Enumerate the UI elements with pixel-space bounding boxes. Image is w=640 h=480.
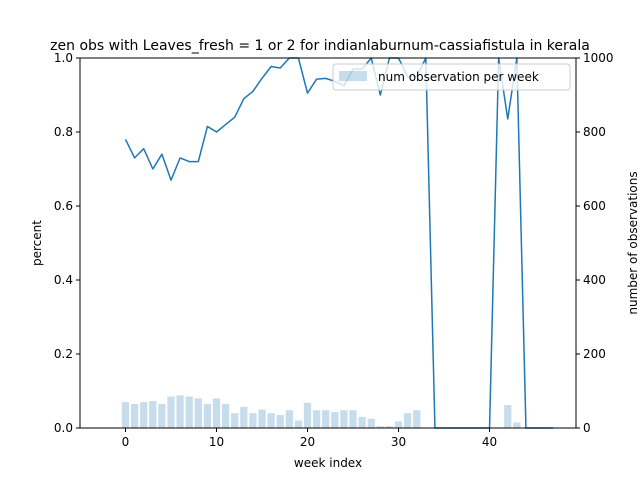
bar [158, 403, 166, 428]
y-right-tick-label: 200 [583, 347, 606, 361]
y-left-tick-label: 0.2 [54, 347, 73, 361]
bar [203, 403, 212, 428]
bar [149, 400, 157, 428]
y-left-tick-label: 0.4 [54, 273, 73, 287]
y-right-tick-label: 1000 [583, 51, 614, 65]
y-right-tick-label: 0 [583, 421, 591, 435]
legend-frame [332, 63, 571, 91]
bar [231, 413, 239, 428]
bar [140, 402, 148, 428]
bar [358, 416, 366, 428]
x-tick-label: 20 [300, 435, 315, 449]
bar-series [121, 395, 521, 428]
bar [249, 413, 257, 428]
legend-swatch [339, 71, 367, 81]
bar [340, 410, 348, 428]
line-percent [124, 57, 554, 429]
bar [403, 413, 412, 428]
y-left-tick-label: 1.0 [54, 51, 73, 65]
x-tick-label: 10 [209, 435, 224, 449]
legend-label: num observation per week [378, 70, 539, 84]
bar [167, 396, 175, 428]
bar [221, 403, 230, 428]
bar [212, 398, 221, 428]
bar [394, 421, 403, 428]
ticks: 0 10 20 30 40 0.0 0.2 0.4 0.6 0.8 1.0 0 200 400 600 800… [54, 51, 614, 449]
y-right-tick-label: 600 [583, 199, 606, 213]
y-right-tick-label: 800 [583, 125, 606, 139]
bar [121, 402, 130, 428]
bar [240, 406, 248, 428]
bar [258, 409, 266, 428]
bar [322, 410, 330, 428]
bar [504, 405, 512, 428]
y-left-tick-label: 0.6 [54, 199, 73, 213]
x-axis-label: week index [294, 456, 362, 470]
bar [194, 398, 202, 428]
plot-frame [79, 57, 577, 429]
bar [413, 410, 421, 428]
bar [376, 426, 384, 428]
bar [513, 422, 521, 428]
bar [303, 402, 312, 428]
bar [312, 410, 321, 428]
bar [331, 412, 339, 428]
y-left-tick-label: 0.0 [54, 421, 73, 435]
x-tick-label: 30 [391, 435, 406, 449]
bar [130, 403, 139, 428]
y-axis-left-label: percent [30, 220, 44, 266]
bar [385, 426, 394, 428]
bar [185, 396, 193, 428]
y-axis-right-label: number of observations [626, 171, 640, 314]
bar [294, 420, 303, 428]
line-series [124, 57, 554, 429]
chart-title: zen obs with Leaves_fresh = 1 or 2 for i… [50, 38, 590, 54]
x-tick-label: 40 [482, 435, 497, 449]
bar [367, 418, 375, 428]
y-right-tick-label: 400 [583, 273, 606, 287]
legend: num observation per week [332, 63, 571, 91]
bar [349, 410, 357, 428]
bar [285, 410, 293, 428]
bar [276, 415, 284, 428]
axes [79, 57, 577, 429]
x-tick-label: 0 [122, 435, 130, 449]
bar [267, 413, 275, 428]
y-left-tick-label: 0.8 [54, 125, 73, 139]
bar [176, 395, 184, 428]
